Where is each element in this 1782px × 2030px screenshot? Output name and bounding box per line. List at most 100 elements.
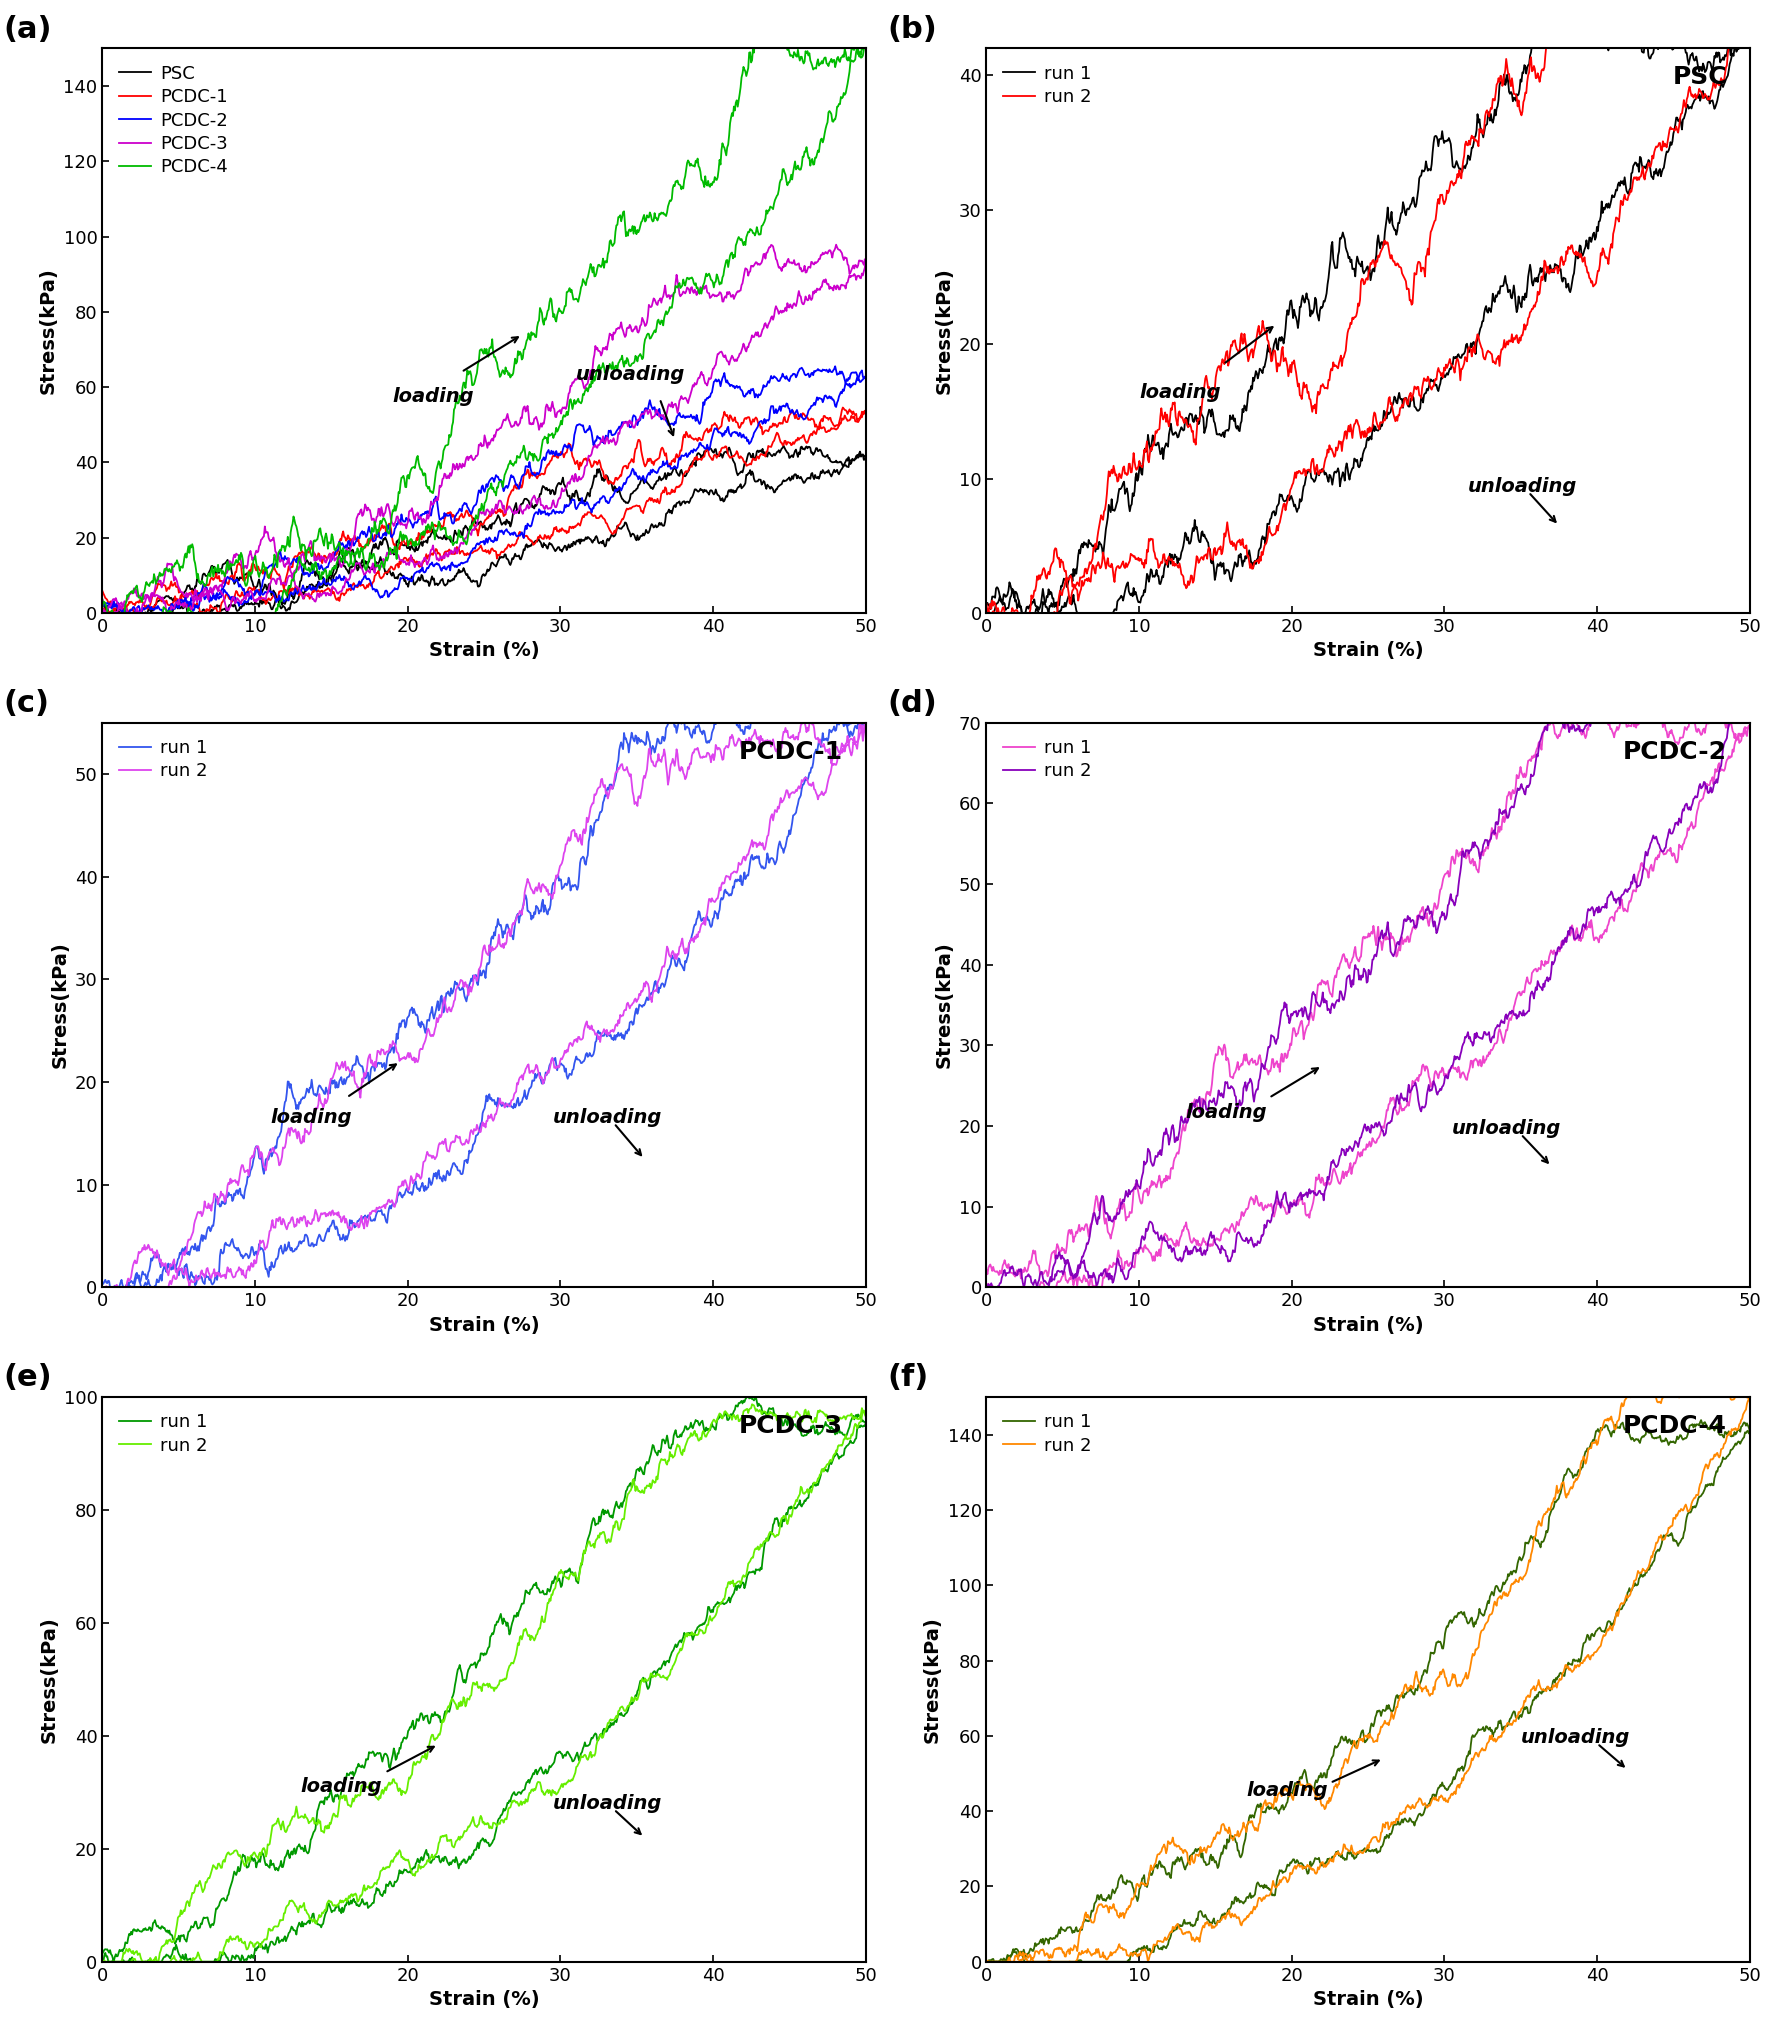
run 2: [91, 1949, 112, 1973]
run 2: [139, 1949, 160, 1973]
PCDC-2: [670, 443, 691, 467]
PSC: [748, 467, 770, 491]
run 2: [748, 830, 770, 855]
run 2: [1632, 1557, 1654, 1581]
PCDC-1: [748, 445, 770, 469]
PCDC-4: [554, 404, 576, 428]
run 1: [670, 1630, 691, 1654]
PCDC-2: [852, 357, 873, 382]
PCDC-2: [535, 501, 556, 526]
run 2: [1418, 1795, 1440, 1819]
run 1: [1461, 1723, 1483, 1748]
PCDC-2: [577, 493, 599, 518]
run 1: [977, 601, 998, 625]
run 2: [577, 1013, 599, 1037]
Line: run 1: run 1: [987, 35, 1750, 613]
PCDC-1: [854, 398, 875, 422]
PCDC-3: [554, 477, 576, 501]
Line: run 2: run 2: [102, 1411, 866, 1961]
run 2: [977, 601, 998, 625]
run 2: [535, 1064, 556, 1088]
run 1: [748, 851, 770, 875]
PSC: [554, 534, 576, 558]
run 2: [1440, 347, 1461, 371]
run 1: [91, 1275, 112, 1299]
run 2: [1554, 248, 1575, 272]
PSC: [577, 526, 599, 550]
Line: PCDC-4: PCDC-4: [102, 43, 866, 613]
Text: loading: loading: [271, 1108, 353, 1127]
PCDC-3: [139, 589, 160, 613]
run 1: [554, 1056, 576, 1080]
run 2: [670, 930, 691, 954]
PCDC-3: [577, 443, 599, 467]
run 2: [91, 1275, 112, 1299]
run 1: [1632, 1563, 1654, 1587]
run 1: [1440, 1774, 1461, 1799]
run 1: [1554, 1659, 1575, 1683]
Line: PCDC-1: PCDC-1: [102, 410, 866, 613]
PSC: [850, 443, 871, 467]
run 2: [554, 1772, 576, 1797]
Legend: PSC, PCDC-1, PCDC-2, PCDC-3, PCDC-4: PSC, PCDC-1, PCDC-2, PCDC-3, PCDC-4: [112, 57, 235, 183]
Line: run 2: run 2: [987, 8, 1750, 613]
Text: loading: loading: [301, 1778, 383, 1797]
run 2: [1554, 1652, 1575, 1677]
run 1: [139, 1273, 160, 1297]
run 2: [1632, 164, 1654, 189]
PCDC-4: [748, 223, 770, 248]
run 2: [1023, 601, 1044, 625]
Line: run 1: run 1: [102, 1423, 866, 1961]
PCDC-1: [577, 499, 599, 524]
Line: run 1: run 1: [987, 727, 1750, 1287]
Text: (a): (a): [4, 14, 52, 43]
Line: PCDC-2: PCDC-2: [102, 369, 866, 613]
X-axis label: Strain (%): Strain (%): [1313, 1315, 1424, 1336]
PCDC-2: [139, 595, 160, 619]
X-axis label: Strain (%): Strain (%): [429, 1315, 540, 1336]
run 1: [1461, 331, 1483, 355]
run 2: [852, 1399, 873, 1423]
run 1: [1418, 1068, 1440, 1092]
Line: run 2: run 2: [987, 698, 1750, 1287]
run 2: [1461, 337, 1483, 361]
run 1: [1737, 715, 1759, 739]
run 2: [577, 1746, 599, 1770]
Line: PCDC-3: PCDC-3: [102, 260, 866, 613]
run 2: [977, 1275, 998, 1299]
run 1: [535, 1060, 556, 1084]
run 1: [1739, 24, 1761, 49]
PCDC-4: [670, 274, 691, 298]
run 1: [1632, 855, 1654, 879]
X-axis label: Strain (%): Strain (%): [429, 1989, 540, 2010]
run 1: [1739, 1419, 1761, 1443]
run 1: [855, 698, 877, 723]
Line: run 2: run 2: [987, 1401, 1750, 1961]
Text: (e): (e): [4, 1364, 52, 1393]
PCDC-3: [670, 384, 691, 408]
run 1: [1023, 1275, 1044, 1299]
PCDC-1: [139, 595, 160, 619]
run 1: [1737, 22, 1759, 47]
Text: loading: loading: [1139, 384, 1221, 402]
run 2: [1440, 1786, 1461, 1811]
Text: unloading: unloading: [576, 365, 684, 384]
PCDC-3: [748, 325, 770, 349]
PCDC-2: [855, 365, 877, 390]
PSC: [670, 491, 691, 516]
Text: (f): (f): [887, 1364, 928, 1393]
run 1: [1440, 1060, 1461, 1084]
Text: PSC: PSC: [1672, 65, 1727, 89]
PCDC-3: [535, 493, 556, 518]
run 2: [1461, 1033, 1483, 1058]
PSC: [139, 601, 160, 625]
PCDC-4: [139, 601, 160, 625]
Y-axis label: Stress(kPa): Stress(kPa): [934, 268, 953, 394]
X-axis label: Strain (%): Strain (%): [1313, 1989, 1424, 2010]
Text: (d): (d): [887, 688, 937, 719]
run 2: [1461, 1748, 1483, 1772]
PCDC-1: [670, 473, 691, 497]
PSC: [535, 532, 556, 556]
run 1: [1739, 715, 1761, 739]
run 1: [1554, 930, 1575, 954]
